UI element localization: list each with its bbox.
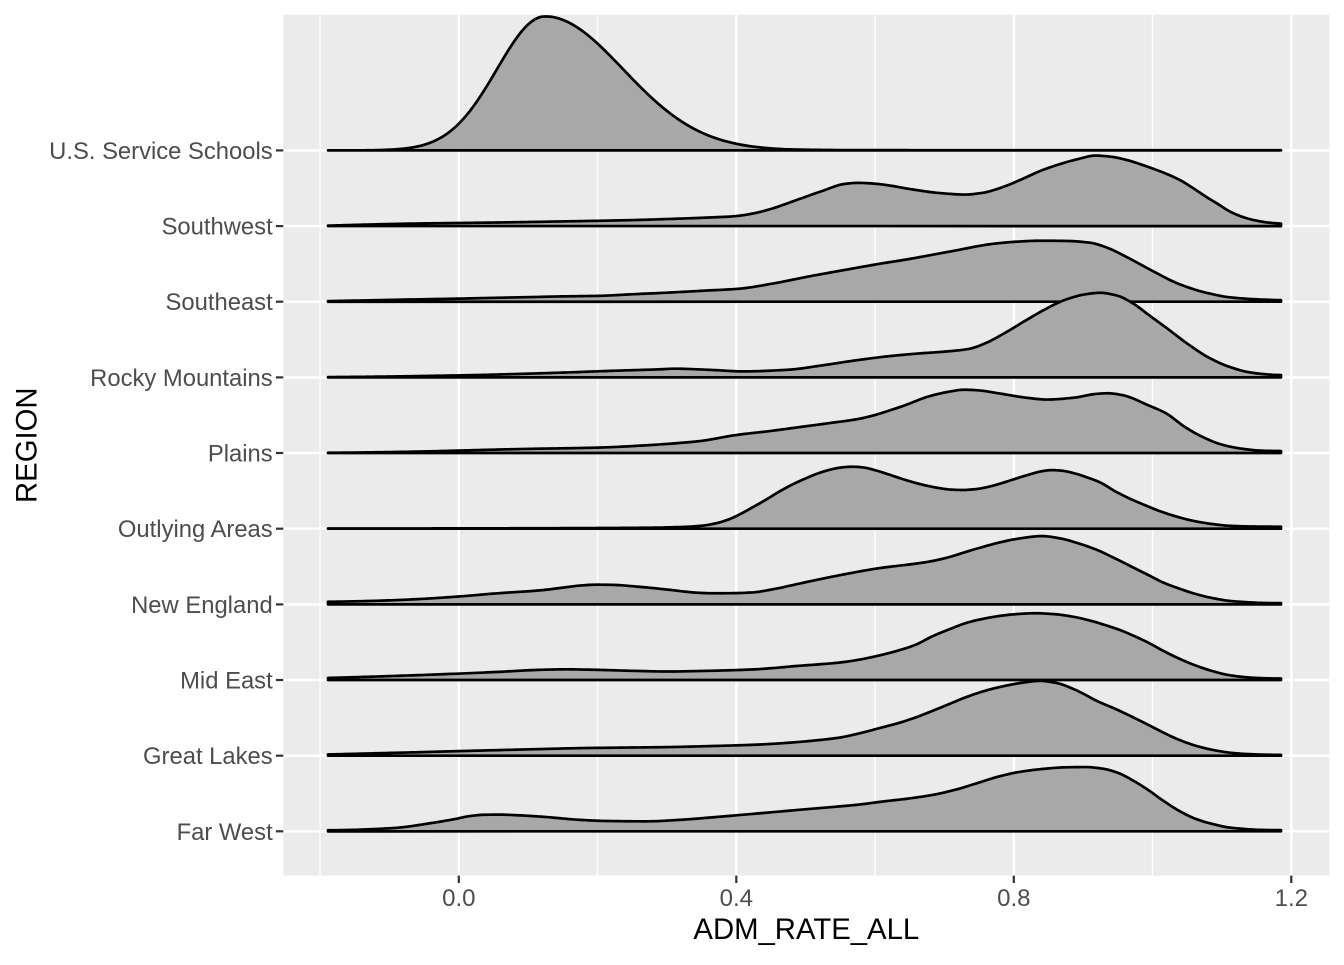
svg-text:REGION: REGION [11, 387, 44, 503]
svg-text:1.2: 1.2 [1275, 885, 1308, 912]
svg-text:ADM_RATE_ALL: ADM_RATE_ALL [693, 913, 919, 946]
svg-text:0.0: 0.0 [442, 885, 475, 912]
svg-text:New England: New England [131, 592, 273, 619]
svg-text:Southwest: Southwest [162, 214, 274, 241]
svg-text:0.4: 0.4 [720, 885, 753, 912]
svg-text:Southeast: Southeast [166, 289, 274, 316]
svg-text:U.S. Service Schools: U.S. Service Schools [49, 138, 273, 165]
svg-text:Outlying Areas: Outlying Areas [118, 516, 273, 543]
svg-text:Mid East: Mid East [180, 668, 273, 695]
svg-text:Far West: Far West [177, 819, 273, 846]
svg-text:0.8: 0.8 [997, 885, 1030, 912]
svg-text:Great Lakes: Great Lakes [143, 743, 273, 770]
svg-text:Plains: Plains [208, 441, 273, 468]
svg-text:Rocky Mountains: Rocky Mountains [90, 365, 273, 392]
